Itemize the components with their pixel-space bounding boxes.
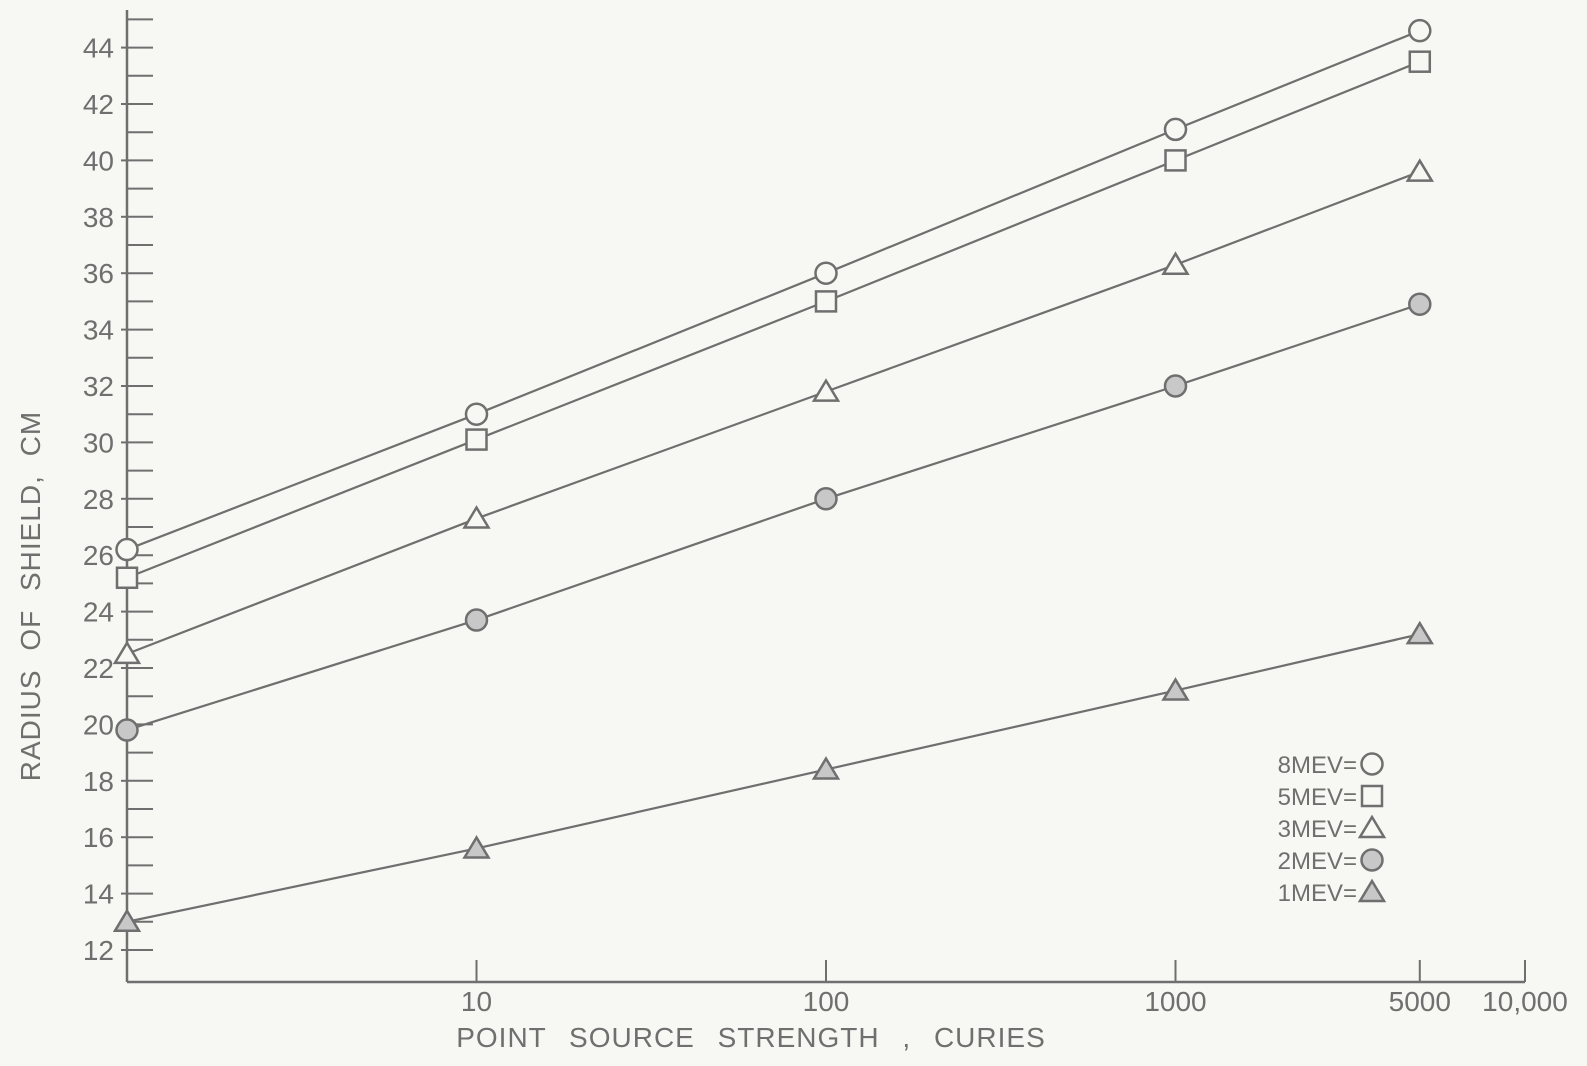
data-point bbox=[1408, 18, 1432, 43]
data-point bbox=[465, 428, 488, 451]
data-point bbox=[1405, 620, 1434, 645]
y-tick-label: 42 bbox=[83, 89, 114, 120]
data-point bbox=[1408, 50, 1432, 73]
legend-marker bbox=[1360, 784, 1384, 808]
legend-label: 1MEV= bbox=[1278, 880, 1357, 907]
y-tick-label: 14 bbox=[83, 879, 114, 910]
legend-label: 2MEV= bbox=[1278, 848, 1357, 875]
data-point bbox=[464, 608, 489, 632]
data-point bbox=[464, 402, 489, 426]
series-markers bbox=[112, 18, 1434, 933]
data-point bbox=[811, 378, 841, 402]
y-tick-label: 24 bbox=[83, 597, 114, 628]
y-tick-label: 36 bbox=[83, 258, 114, 289]
data-point bbox=[1405, 158, 1434, 182]
data-point bbox=[115, 537, 139, 562]
data-point bbox=[462, 835, 491, 859]
legend-marker bbox=[1357, 814, 1387, 839]
data-point bbox=[462, 505, 491, 529]
y-tick-label: 34 bbox=[83, 315, 114, 346]
x-tick-label: 10 bbox=[461, 986, 492, 1017]
x-tick-label: 100 bbox=[803, 986, 850, 1017]
data-point bbox=[811, 756, 841, 780]
data-point bbox=[1161, 251, 1190, 275]
legend-marker bbox=[1357, 878, 1387, 903]
x-axis-title: POINT SOURCE STRENGTH , CURIES bbox=[456, 1022, 1046, 1053]
x-tick-label: 1000 bbox=[1144, 986, 1206, 1017]
series-line-3 bbox=[126, 303, 1421, 732]
data-point bbox=[112, 908, 142, 933]
data-point bbox=[814, 487, 838, 511]
legend-marker bbox=[1360, 848, 1384, 872]
data-point bbox=[814, 290, 838, 313]
series-line-4 bbox=[126, 633, 1421, 923]
y-tick-label: 22 bbox=[83, 653, 114, 684]
y-tick-label: 12 bbox=[83, 935, 114, 966]
axes: 12 14 16 18 20 22 24 26 28 30 32 34 36 38 40 42 44 10 100 1… bbox=[15, 10, 1568, 1053]
legend-label: 5MEV= bbox=[1278, 784, 1357, 811]
y-tick-label: 32 bbox=[83, 371, 114, 402]
data-point bbox=[112, 640, 142, 665]
y-tick-label: 28 bbox=[83, 484, 114, 515]
series-lines bbox=[126, 29, 1421, 923]
series-line-2 bbox=[126, 170, 1421, 655]
y-tick-label: 20 bbox=[83, 709, 114, 740]
y-tick-label: 40 bbox=[83, 145, 114, 176]
data-point bbox=[814, 261, 838, 285]
y-tick-label: 38 bbox=[83, 202, 114, 233]
x-tick-label: 5000 bbox=[1389, 986, 1451, 1017]
data-point bbox=[1161, 677, 1190, 701]
y-tick-label: 18 bbox=[83, 766, 114, 797]
y-axis-title: RADIUS OF SHIELD, CM bbox=[15, 411, 46, 781]
data-point bbox=[115, 566, 139, 590]
data-point bbox=[1163, 117, 1188, 142]
series-line-0 bbox=[126, 29, 1421, 551]
data-point bbox=[1163, 374, 1188, 398]
data-point bbox=[1164, 149, 1187, 172]
y-tick-label: 30 bbox=[83, 427, 114, 458]
data-point bbox=[115, 718, 139, 742]
legend: 8MEV= 5MEV= 3MEV= 2MEV= 1MEV= bbox=[1278, 752, 1387, 907]
x-tick-label: 10,000 bbox=[1482, 986, 1568, 1017]
y-tick-label: 44 bbox=[83, 33, 114, 64]
series-line-1 bbox=[126, 60, 1421, 579]
legend-marker bbox=[1360, 752, 1384, 776]
legend-label: 3MEV= bbox=[1278, 816, 1357, 843]
y-tick-label: 26 bbox=[83, 540, 114, 571]
legend-label: 8MEV= bbox=[1278, 752, 1357, 779]
data-point bbox=[1408, 292, 1432, 316]
y-tick-label: 16 bbox=[83, 822, 114, 853]
